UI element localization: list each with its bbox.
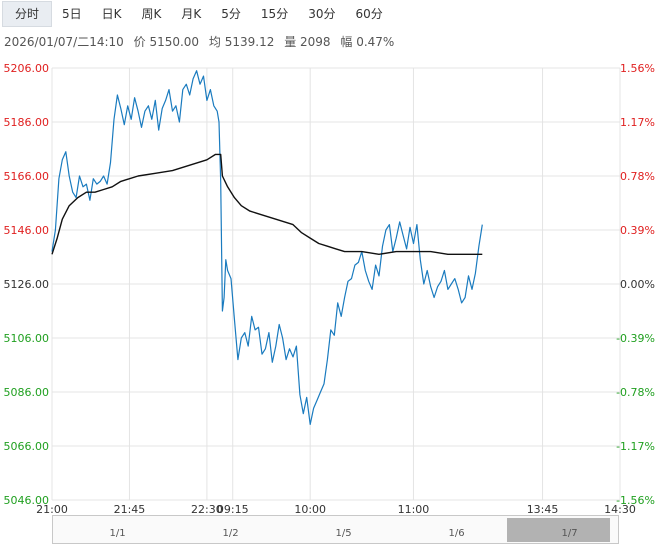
- price-line: [51, 70, 483, 425]
- navigator-day-label: 1/5: [335, 528, 352, 539]
- y-tick-right: 1.17%: [620, 116, 655, 129]
- x-tick-label: 21:00: [36, 503, 68, 516]
- y-tick-left: 5106.00: [4, 332, 50, 345]
- y-tick-right: -1.56%: [616, 494, 655, 507]
- period-tabs: 分时 5日 日K 周K 月K 5分 15分 30分 60分: [0, 0, 659, 28]
- y-tick-right: 0.39%: [620, 224, 655, 237]
- y-tick-left: 5126.00: [4, 278, 50, 291]
- x-tick-label: 21:45: [114, 503, 146, 516]
- x-tick-label: 14:30: [604, 503, 636, 516]
- y-tick-left: 5066.00: [4, 440, 50, 453]
- navigator-day-label: 1/7: [561, 528, 578, 539]
- tab-5[interactable]: 5分: [221, 7, 241, 21]
- tab-6[interactable]: 15分: [260, 7, 289, 21]
- navigator-window[interactable]: [507, 518, 610, 542]
- intraday-chart[interactable]: 5206.00 1.56% 5186.00 1.17% 5166.00 0.78% 5146…: [0, 55, 659, 517]
- avg-price-line: [51, 153, 483, 255]
- x-tick-label: 22:30: [191, 503, 223, 516]
- time-navigator[interactable]: 1/1 1/2 1/5 1/6 1/7: [52, 515, 619, 544]
- navigator-day-label: 1/2: [222, 528, 239, 539]
- quote-info-bar: 2026/01/07/二14:10 价 5150.00 均 5139.12 量 …: [4, 33, 400, 50]
- tab-2[interactable]: 日K: [101, 7, 122, 21]
- tab-0[interactable]: 分时: [2, 1, 53, 27]
- tab-7[interactable]: 30分: [308, 7, 336, 21]
- navigator-day-label: 1/1: [109, 528, 126, 539]
- y-tick-right: 0.00%: [620, 278, 655, 291]
- tab-4[interactable]: 月K: [181, 7, 202, 21]
- tab-3[interactable]: 周K: [141, 7, 162, 21]
- y-tick-left: 5186.00: [4, 116, 50, 129]
- tab-8[interactable]: 60分: [355, 7, 383, 21]
- quote-datetime: 2026/01/07/二14:10: [4, 35, 124, 49]
- y-tick-right: -0.78%: [616, 386, 655, 399]
- navigator-day-label: 1/6: [448, 528, 465, 539]
- y-tick-left: 5206.00: [4, 62, 50, 75]
- y-tick-right: -0.39%: [616, 332, 655, 345]
- y-tick-left: 5166.00: [4, 170, 50, 183]
- y-tick-left: 5146.00: [4, 224, 50, 237]
- y-tick-left: 5046.00: [4, 494, 50, 507]
- quote-avg-price: 均 5139.12: [208, 35, 275, 49]
- x-tick-label: 09:15: [217, 503, 249, 516]
- x-tick-label: 11:00: [398, 503, 430, 516]
- y-tick-right: -1.17%: [616, 440, 655, 453]
- y-tick-right: 1.56%: [620, 62, 655, 75]
- y-tick-right: 0.78%: [620, 170, 655, 183]
- quote-change: 幅 0.47%: [340, 35, 395, 49]
- x-tick-label: 13:45: [527, 503, 559, 516]
- quote-price: 价 5150.00: [133, 35, 200, 49]
- x-tick-label: 10:00: [294, 503, 326, 516]
- tab-1[interactable]: 5日: [62, 7, 82, 21]
- quote-volume: 量 2098: [284, 35, 331, 49]
- y-tick-left: 5086.00: [4, 386, 50, 399]
